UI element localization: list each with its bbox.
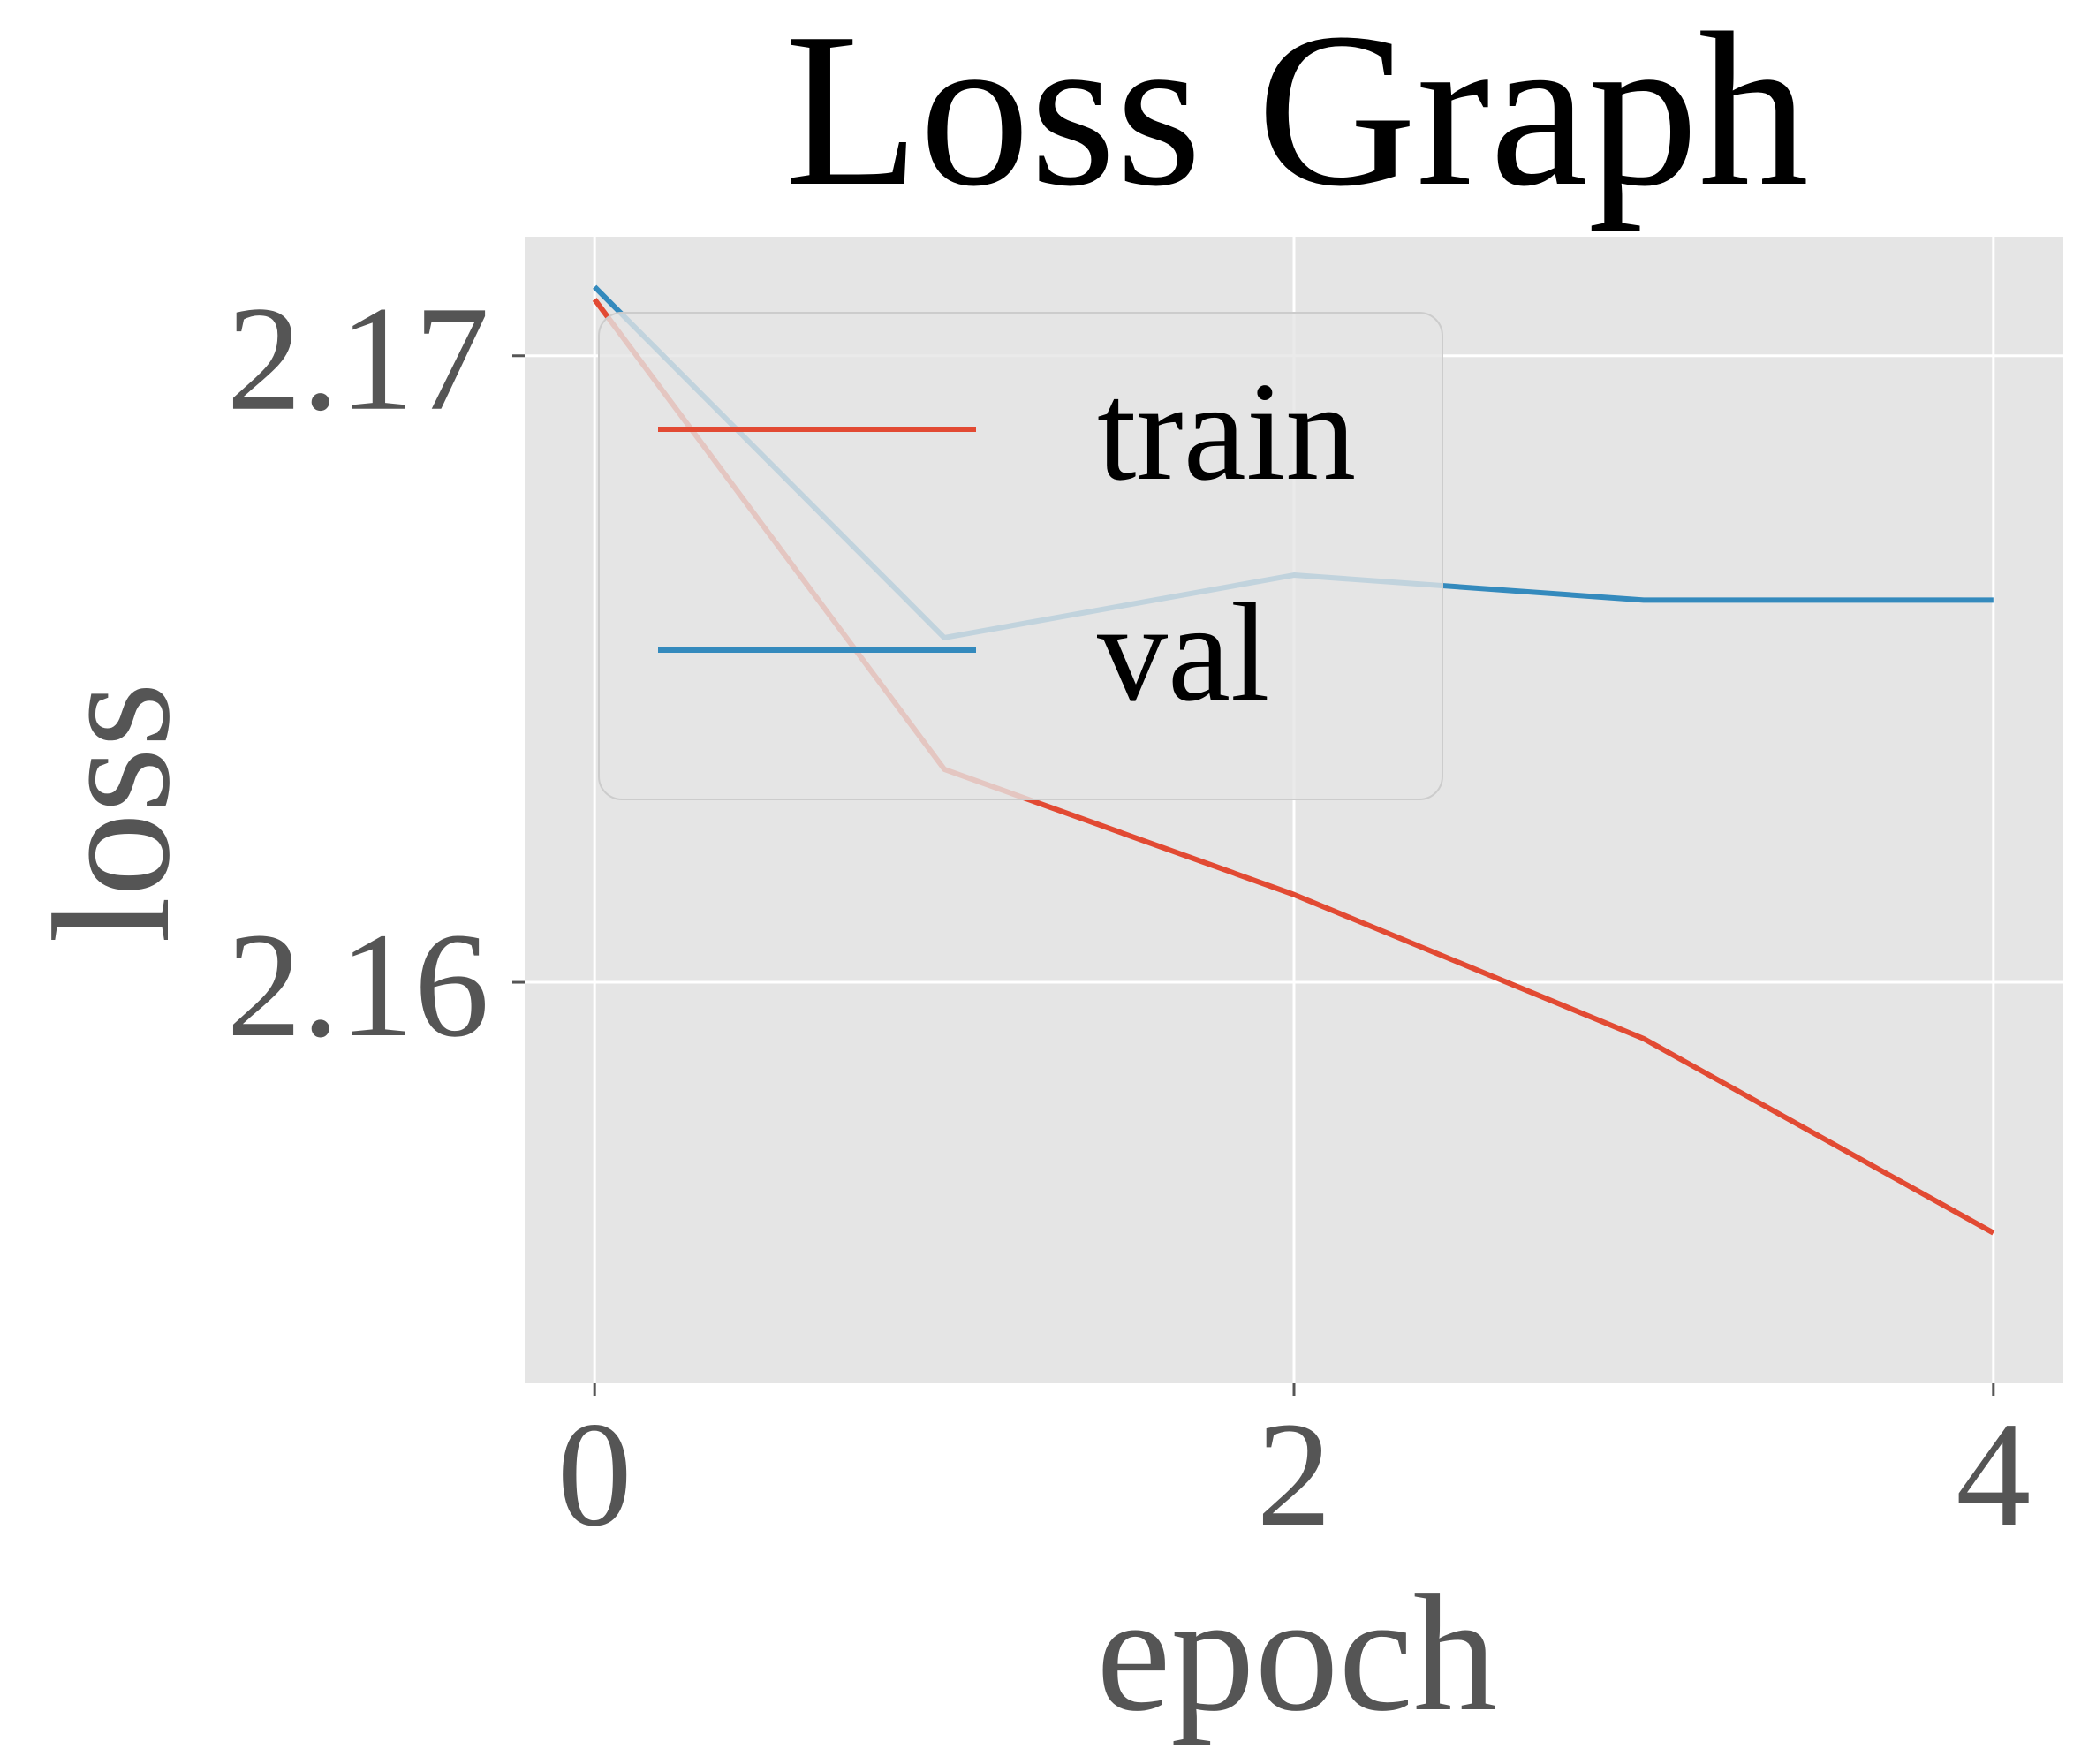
x-tick-label-1: 2 (1257, 1391, 1332, 1557)
legend: train val (598, 312, 1443, 800)
legend-label-val: val (1097, 573, 1269, 731)
axis-ticks: 0 2 4 2.16 2.17 (227, 276, 2032, 1557)
legend-box (598, 312, 1443, 800)
chart-title: Loss Graph (784, 0, 1809, 232)
x-axis-label: epoch (1096, 1561, 1497, 1746)
y-tick-label-0: 2.16 (227, 902, 490, 1068)
y-tick-label-1: 2.17 (227, 276, 490, 442)
x-tick-label-0: 0 (557, 1391, 632, 1557)
legend-label-train: train (1097, 352, 1356, 510)
y-axis-label: loss (19, 682, 205, 943)
x-tick-label-2: 4 (1956, 1391, 2031, 1557)
